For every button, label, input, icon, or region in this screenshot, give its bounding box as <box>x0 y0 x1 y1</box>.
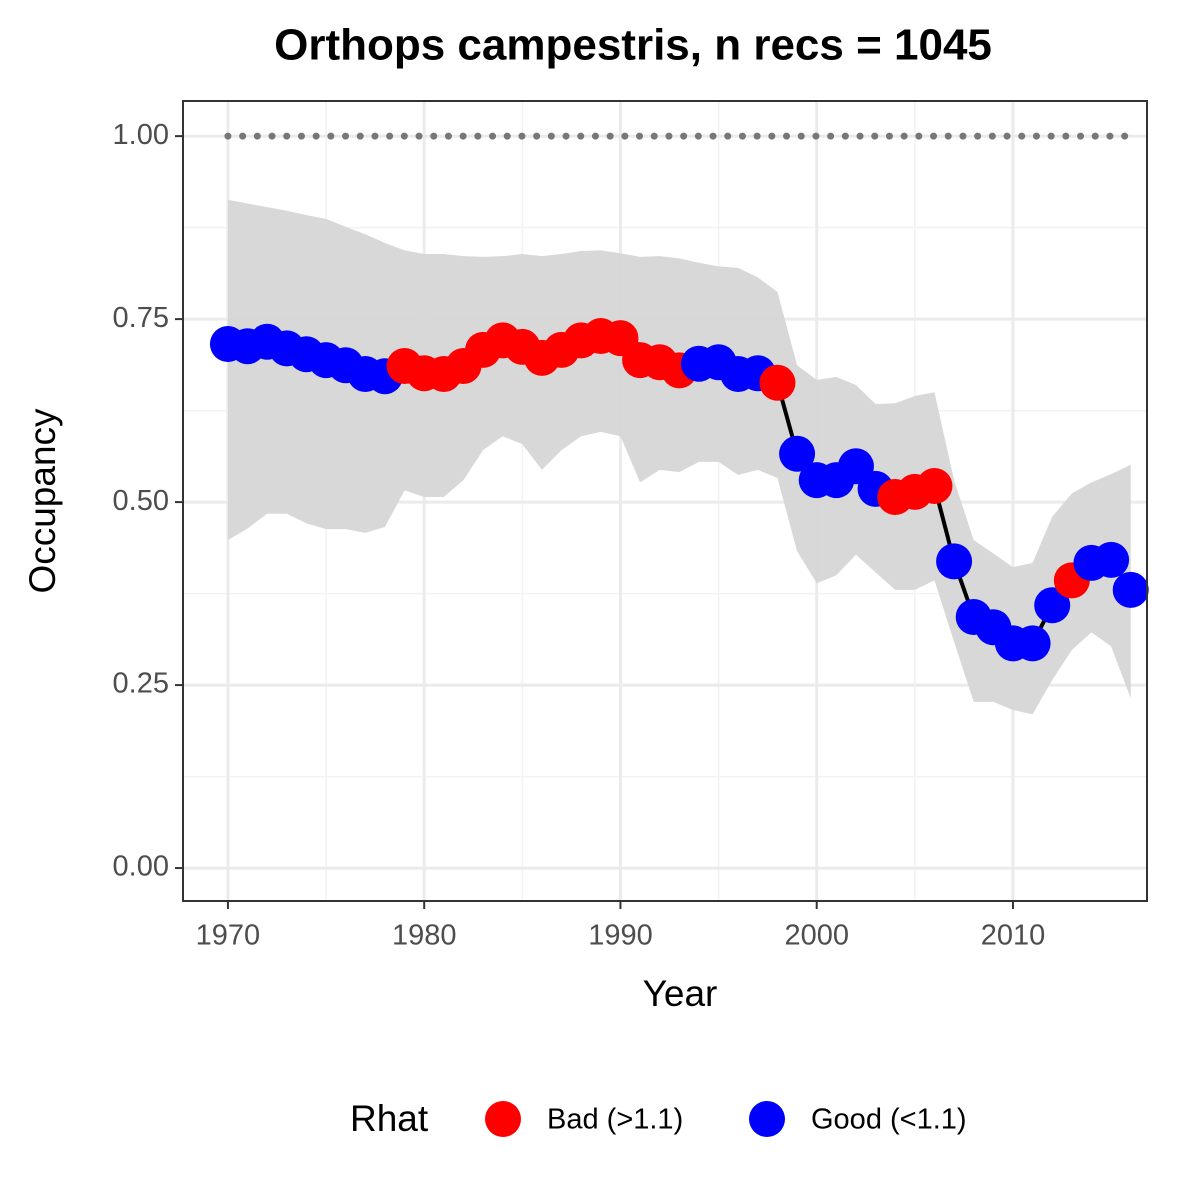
point <box>1093 541 1130 578</box>
y-tick-label: 0.50 <box>113 485 169 517</box>
chart-title: Orthops campestris, n recs = 1045 <box>274 21 992 70</box>
y-axis-label: Occupancy <box>22 408 63 594</box>
legend-swatch <box>749 1101 785 1137</box>
point <box>916 467 953 504</box>
point <box>1112 571 1149 608</box>
x-tick-label: 1970 <box>196 920 261 952</box>
point <box>759 364 796 401</box>
point <box>936 543 973 580</box>
panel-border <box>182 100 1148 902</box>
y-tick-label: 0.25 <box>113 668 169 700</box>
legend-title: Rhat <box>350 1098 429 1139</box>
legend-label: Good (<1.1) <box>811 1104 967 1136</box>
legend-label: Bad (>1.1) <box>547 1104 683 1136</box>
point <box>779 435 816 472</box>
y-tick-label: 0.00 <box>113 851 169 883</box>
point <box>1034 587 1071 624</box>
x-axis-label: Year <box>643 973 718 1014</box>
y-tick-label: 1.00 <box>113 119 169 151</box>
point <box>1014 625 1051 662</box>
confidence-band <box>227 199 1131 715</box>
x-tick-label: 2010 <box>981 920 1046 952</box>
legend-swatch <box>485 1101 521 1137</box>
y-tick-label: 0.75 <box>113 302 169 334</box>
x-tick-label: 2000 <box>784 920 849 952</box>
x-tick-label: 1990 <box>588 920 653 952</box>
x-tick-label: 1980 <box>392 920 457 952</box>
